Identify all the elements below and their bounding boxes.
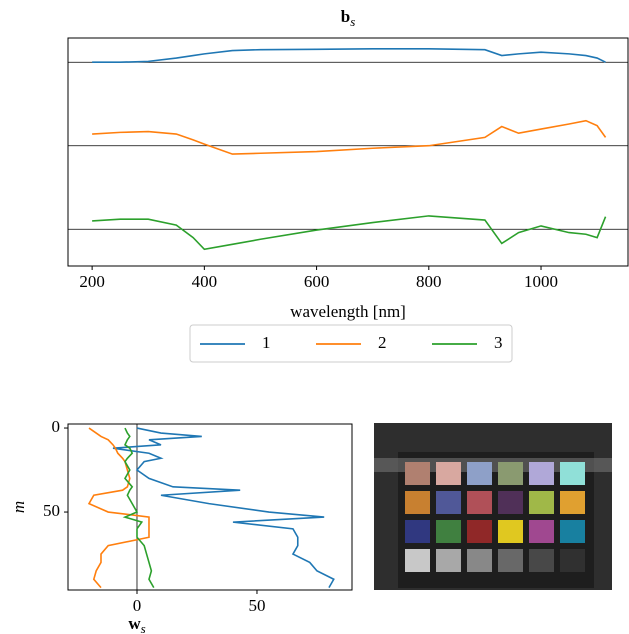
x-tick-label: 200 xyxy=(79,272,105,291)
x-tick-label: 0 xyxy=(133,596,142,615)
color-patch xyxy=(529,520,554,543)
color-patch xyxy=(436,520,461,543)
color-patch xyxy=(467,491,492,514)
color-patch xyxy=(529,491,554,514)
color-patch xyxy=(560,549,585,572)
color-patch xyxy=(498,549,523,572)
x-axis-label: wavelength [nm] xyxy=(290,302,406,321)
legend-label: 2 xyxy=(378,333,387,352)
series-line xyxy=(112,427,335,589)
y-axis-label: m xyxy=(9,501,28,513)
color-checker xyxy=(405,462,585,572)
photo xyxy=(374,423,612,590)
x-tick-label: 400 xyxy=(192,272,218,291)
color-patch xyxy=(529,462,554,485)
color-patch xyxy=(467,549,492,572)
color-patch xyxy=(436,549,461,572)
legend-label: 3 xyxy=(494,333,503,352)
chart-title: bs xyxy=(341,7,356,29)
color-patch xyxy=(405,520,430,543)
series-line xyxy=(92,48,606,64)
color-patch xyxy=(529,549,554,572)
plot-frame xyxy=(67,37,629,267)
color-patch xyxy=(436,491,461,514)
color-patch xyxy=(498,520,523,543)
color-patch xyxy=(436,462,461,485)
x-tick-label: 800 xyxy=(416,272,442,291)
color-patch xyxy=(498,491,523,514)
color-patch xyxy=(498,462,523,485)
x-axis-label: ws xyxy=(128,614,145,634)
series-line xyxy=(87,427,150,589)
legend-label: 1 xyxy=(262,333,271,352)
series-line xyxy=(92,215,607,251)
plot-frame xyxy=(67,423,353,591)
color-patch xyxy=(405,491,430,514)
y-tick-label: 50 xyxy=(43,501,60,520)
color-patch xyxy=(467,520,492,543)
series-line xyxy=(92,119,607,155)
y-tick-label: 0 xyxy=(52,417,61,436)
color-patch xyxy=(560,491,585,514)
color-patch xyxy=(560,520,585,543)
x-tick-label: 50 xyxy=(248,596,265,615)
x-tick-label: 600 xyxy=(304,272,330,291)
color-patch xyxy=(405,462,430,485)
series-line xyxy=(122,427,155,589)
color-patch xyxy=(467,462,492,485)
color-patch xyxy=(560,462,585,485)
color-patch xyxy=(405,549,430,572)
x-tick-label: 1000 xyxy=(524,272,558,291)
